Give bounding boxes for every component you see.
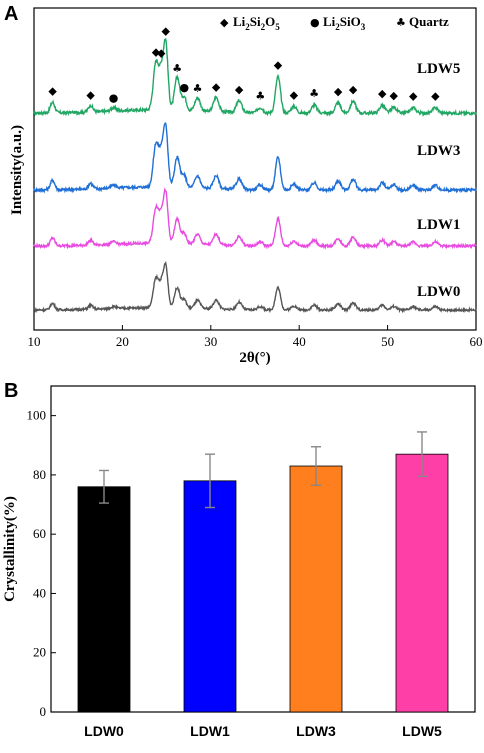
xrd-peak-marker: ◆ xyxy=(349,83,358,96)
xrd-x-tick-label: 50 xyxy=(381,334,394,349)
xrd-x-tick-label: 20 xyxy=(116,334,129,349)
bar-ldw5 xyxy=(395,453,449,713)
xrd-peak-marker: ● xyxy=(179,81,189,94)
xrd-peak-marker: ♣ xyxy=(255,90,265,103)
bar-ldw0 xyxy=(77,486,131,713)
bar-ldw3 xyxy=(289,465,343,713)
xrd-peak-marker: ◆ xyxy=(212,80,221,93)
xrd-series-ldw3-line xyxy=(33,122,477,194)
xrd-series-ldw5-label: LDW5 xyxy=(417,61,460,77)
xrd-x-axis-title: 2θ(°) xyxy=(239,350,270,366)
bar-series xyxy=(77,431,449,713)
bar-y-axis-title: Crystallinity(%) xyxy=(2,496,18,602)
legend-label: Li2SiO3 xyxy=(323,14,366,32)
bar-y-ticks: 0 20 40 60 80 100 xyxy=(27,408,56,719)
xrd-series: LDW5 LDW3 LDW1 LDW0 xyxy=(33,37,477,314)
bar-x-categories: LDW0 LDW1 LDW3 LDW5 xyxy=(84,723,442,739)
xrd-peak-marker: ◆ xyxy=(274,59,283,72)
xrd-series-ldw0-label: LDW0 xyxy=(417,284,460,300)
xrd-legend: ◆ Li2Si2O5 ● Li2SiO3 ♣ Quartz xyxy=(220,14,449,32)
bar-y-tick-label: 0 xyxy=(40,704,47,719)
bar-category-label: LDW3 xyxy=(296,723,336,739)
bar-ldw1 xyxy=(183,480,237,713)
legend-label: Quartz xyxy=(409,14,449,29)
xrd-peak-marker: ◆ xyxy=(152,46,161,59)
xrd-peak-marker: ◆ xyxy=(378,87,387,100)
xrd-peak-marker: ◆ xyxy=(161,24,170,37)
xrd-y-axis-title: Intensity(a.u.) xyxy=(9,125,25,215)
xrd-x-ticks: 10 20 30 40 50 60 xyxy=(28,325,483,349)
crystallinity-chart: 0 20 40 60 80 100 LDW0 LDW1 LDW3 LDW5 Crystallin… xyxy=(2,385,476,739)
bar-category-label: LDW5 xyxy=(402,723,442,739)
xrd-peak-marker: ♣ xyxy=(193,82,203,95)
bar-y-tick-label: 100 xyxy=(27,408,47,423)
xrd-series-ldw1-label: LDW1 xyxy=(417,217,460,233)
panel-b-label: B xyxy=(4,380,18,402)
xrd-x-tick-label: 60 xyxy=(470,334,483,349)
xrd-peak-marker: ◆ xyxy=(157,47,166,60)
bar-y-tick-label: 60 xyxy=(33,526,46,541)
xrd-series-ldw1-line xyxy=(33,187,477,250)
xrd-peak-marker: ◆ xyxy=(431,90,440,103)
xrd-peak-markers: ◆ ◆ ●◆◆◆♣● ♣ ◆ ◆♣◆◆ ♣ ◆ ◆ ◆ ◆ ◆ ◆ xyxy=(48,24,440,104)
xrd-peak-marker: ◆ xyxy=(86,88,95,101)
xrd-series-ldw3-label: LDW3 xyxy=(417,143,460,159)
xrd-peak-marker: ◆ xyxy=(334,85,343,98)
legend-symbol: ● xyxy=(310,16,320,29)
xrd-peak-marker: ♣ xyxy=(309,87,319,100)
xrd-x-tick-label: 10 xyxy=(28,334,41,349)
bar-y-tick-label: 80 xyxy=(33,467,46,482)
xrd-peak-marker: ♣ xyxy=(172,62,182,75)
panel-a-label: A xyxy=(4,3,18,25)
xrd-peak-marker: ◆ xyxy=(48,84,57,97)
bar-y-tick-label: 20 xyxy=(33,645,46,660)
xrd-peak-marker: ◆ xyxy=(409,90,418,103)
legend-symbol: ◆ xyxy=(220,16,229,29)
xrd-series-ldw0-line xyxy=(33,260,477,314)
xrd-peak-marker: ◆ xyxy=(390,89,399,102)
bar-category-label: LDW0 xyxy=(84,723,124,739)
legend-label: Li2Si2O5 xyxy=(233,14,280,32)
bar-plot-frame xyxy=(50,385,476,713)
xrd-x-tick-label: 30 xyxy=(204,334,217,349)
xrd-x-tick-label: 40 xyxy=(293,334,306,349)
xrd-peak-marker: ◆ xyxy=(290,88,299,101)
bar-y-tick-label: 40 xyxy=(33,585,46,600)
xrd-peak-marker: ● xyxy=(109,92,119,105)
xrd-plot-frame xyxy=(33,7,477,331)
bar-category-label: LDW1 xyxy=(190,723,230,739)
xrd-series-ldw5-line xyxy=(33,37,477,117)
xrd-peak-marker: ◆ xyxy=(235,83,244,96)
legend-symbol: ♣ xyxy=(396,16,406,29)
